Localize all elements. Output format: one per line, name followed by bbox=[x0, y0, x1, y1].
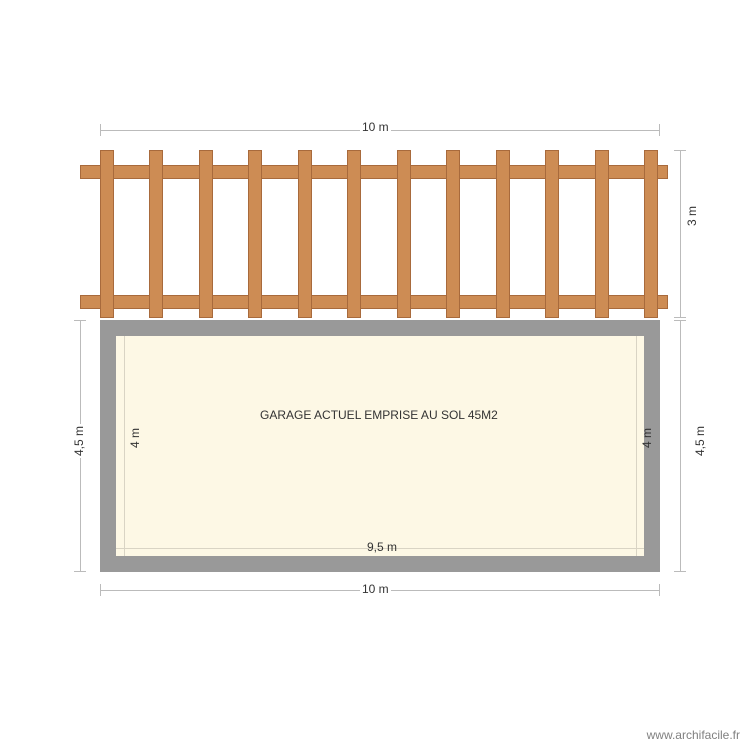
dim-label-inner-width: 9,5 m bbox=[365, 540, 399, 554]
pergola-post bbox=[248, 150, 262, 318]
dim-tick bbox=[74, 571, 86, 572]
room-label: GARAGE ACTUEL EMPRISE AU SOL 45M2 bbox=[260, 408, 498, 422]
dim-label-inner-height-left: 4 m bbox=[128, 426, 142, 450]
pergola-post bbox=[545, 150, 559, 318]
dim-line-pergola-right bbox=[680, 150, 681, 318]
dim-label-top: 10 m bbox=[360, 120, 391, 134]
pergola-post bbox=[100, 150, 114, 318]
dim-tick bbox=[659, 124, 660, 136]
inner-guide bbox=[124, 336, 125, 556]
pergola-rail-top bbox=[80, 165, 668, 179]
dim-line-right bbox=[680, 320, 681, 572]
pergola-post bbox=[446, 150, 460, 318]
pergola-rail-bottom bbox=[80, 295, 668, 309]
dim-tick bbox=[674, 317, 686, 318]
dim-tick bbox=[100, 124, 101, 136]
pergola-post bbox=[595, 150, 609, 318]
dim-tick bbox=[100, 584, 101, 596]
pergola-post bbox=[644, 150, 658, 318]
pergola-post bbox=[199, 150, 213, 318]
pergola-post bbox=[397, 150, 411, 318]
dim-tick bbox=[674, 150, 686, 151]
inner-guide bbox=[636, 336, 637, 556]
pergola-post bbox=[347, 150, 361, 318]
dim-label-bottom: 10 m bbox=[360, 582, 391, 596]
pergola-post bbox=[149, 150, 163, 318]
dim-label-pergola-height: 3 m bbox=[685, 204, 699, 228]
dim-tick bbox=[74, 320, 86, 321]
pergola-post bbox=[496, 150, 510, 318]
dim-label-left-height: 4,5 m bbox=[72, 424, 86, 458]
dim-tick bbox=[674, 320, 686, 321]
pergola-post bbox=[298, 150, 312, 318]
dim-label-inner-height-right: 4 m bbox=[640, 426, 654, 450]
garage-floor bbox=[116, 336, 644, 556]
floor-plan-canvas: 10 m 3 m GARAGE ACTUEL EMPRISE AU SOL 45… bbox=[0, 0, 750, 750]
dim-tick bbox=[674, 571, 686, 572]
dim-label-right-height: 4,5 m bbox=[693, 424, 707, 458]
dim-tick bbox=[659, 584, 660, 596]
watermark: www.archifacile.fr bbox=[647, 728, 740, 742]
